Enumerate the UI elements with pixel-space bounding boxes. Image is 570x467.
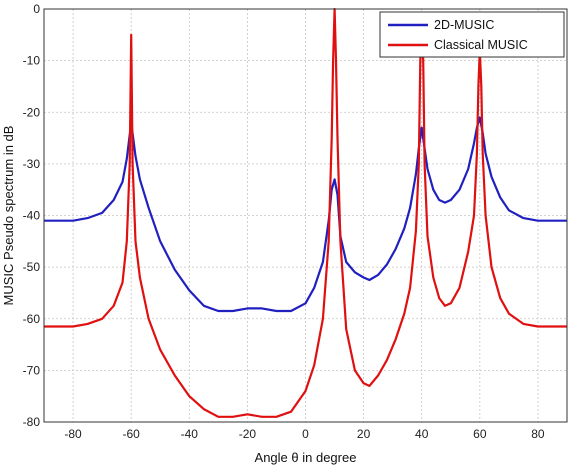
y-tick-label: 0 xyxy=(33,2,40,16)
x-tick-label: 0 xyxy=(302,427,309,441)
x-tick-label: -60 xyxy=(122,427,140,441)
y-tick-label: -50 xyxy=(23,260,41,274)
legend-label-classical-music: Classical MUSIC xyxy=(434,38,528,52)
y-tick-label: -80 xyxy=(23,415,41,429)
x-tick-label: -80 xyxy=(64,427,82,441)
y-tick-label: -30 xyxy=(23,157,41,171)
legend-label-2d-music: 2D-MUSIC xyxy=(434,18,494,32)
plot-frame xyxy=(43,8,568,423)
x-tick-labels: -80 -60 -40 -20 0 20 40 60 80 xyxy=(64,427,545,441)
x-tick-label: 20 xyxy=(357,427,371,441)
x-tick-label: 80 xyxy=(531,427,545,441)
y-tick-label: -40 xyxy=(23,209,41,223)
y-axis-label: MUSIC Pseudo spectrum in dB xyxy=(1,126,16,306)
y-tick-label: -60 xyxy=(23,312,41,326)
y-tick-label: -20 xyxy=(23,105,41,119)
x-axis-label: Angle θ in degree xyxy=(255,450,357,465)
x-tick-label: 40 xyxy=(415,427,429,441)
grid-lines xyxy=(44,8,567,423)
x-tick-label: 60 xyxy=(473,427,487,441)
y-tick-labels: 0 -10 -20 -30 -40 -50 -60 -70 -80 xyxy=(23,2,41,429)
x-tick-label: -40 xyxy=(181,427,199,441)
legend-box xyxy=(379,11,565,58)
series-lines xyxy=(44,7,567,418)
legend: 2D-MUSIC Classical MUSIC xyxy=(379,11,565,58)
y-tick-label: -70 xyxy=(23,363,41,377)
series-line-2d-music xyxy=(44,116,567,313)
x-tick-label: -20 xyxy=(239,427,257,441)
series-line-classical-music xyxy=(44,7,567,418)
y-tick-label: -10 xyxy=(23,54,41,68)
